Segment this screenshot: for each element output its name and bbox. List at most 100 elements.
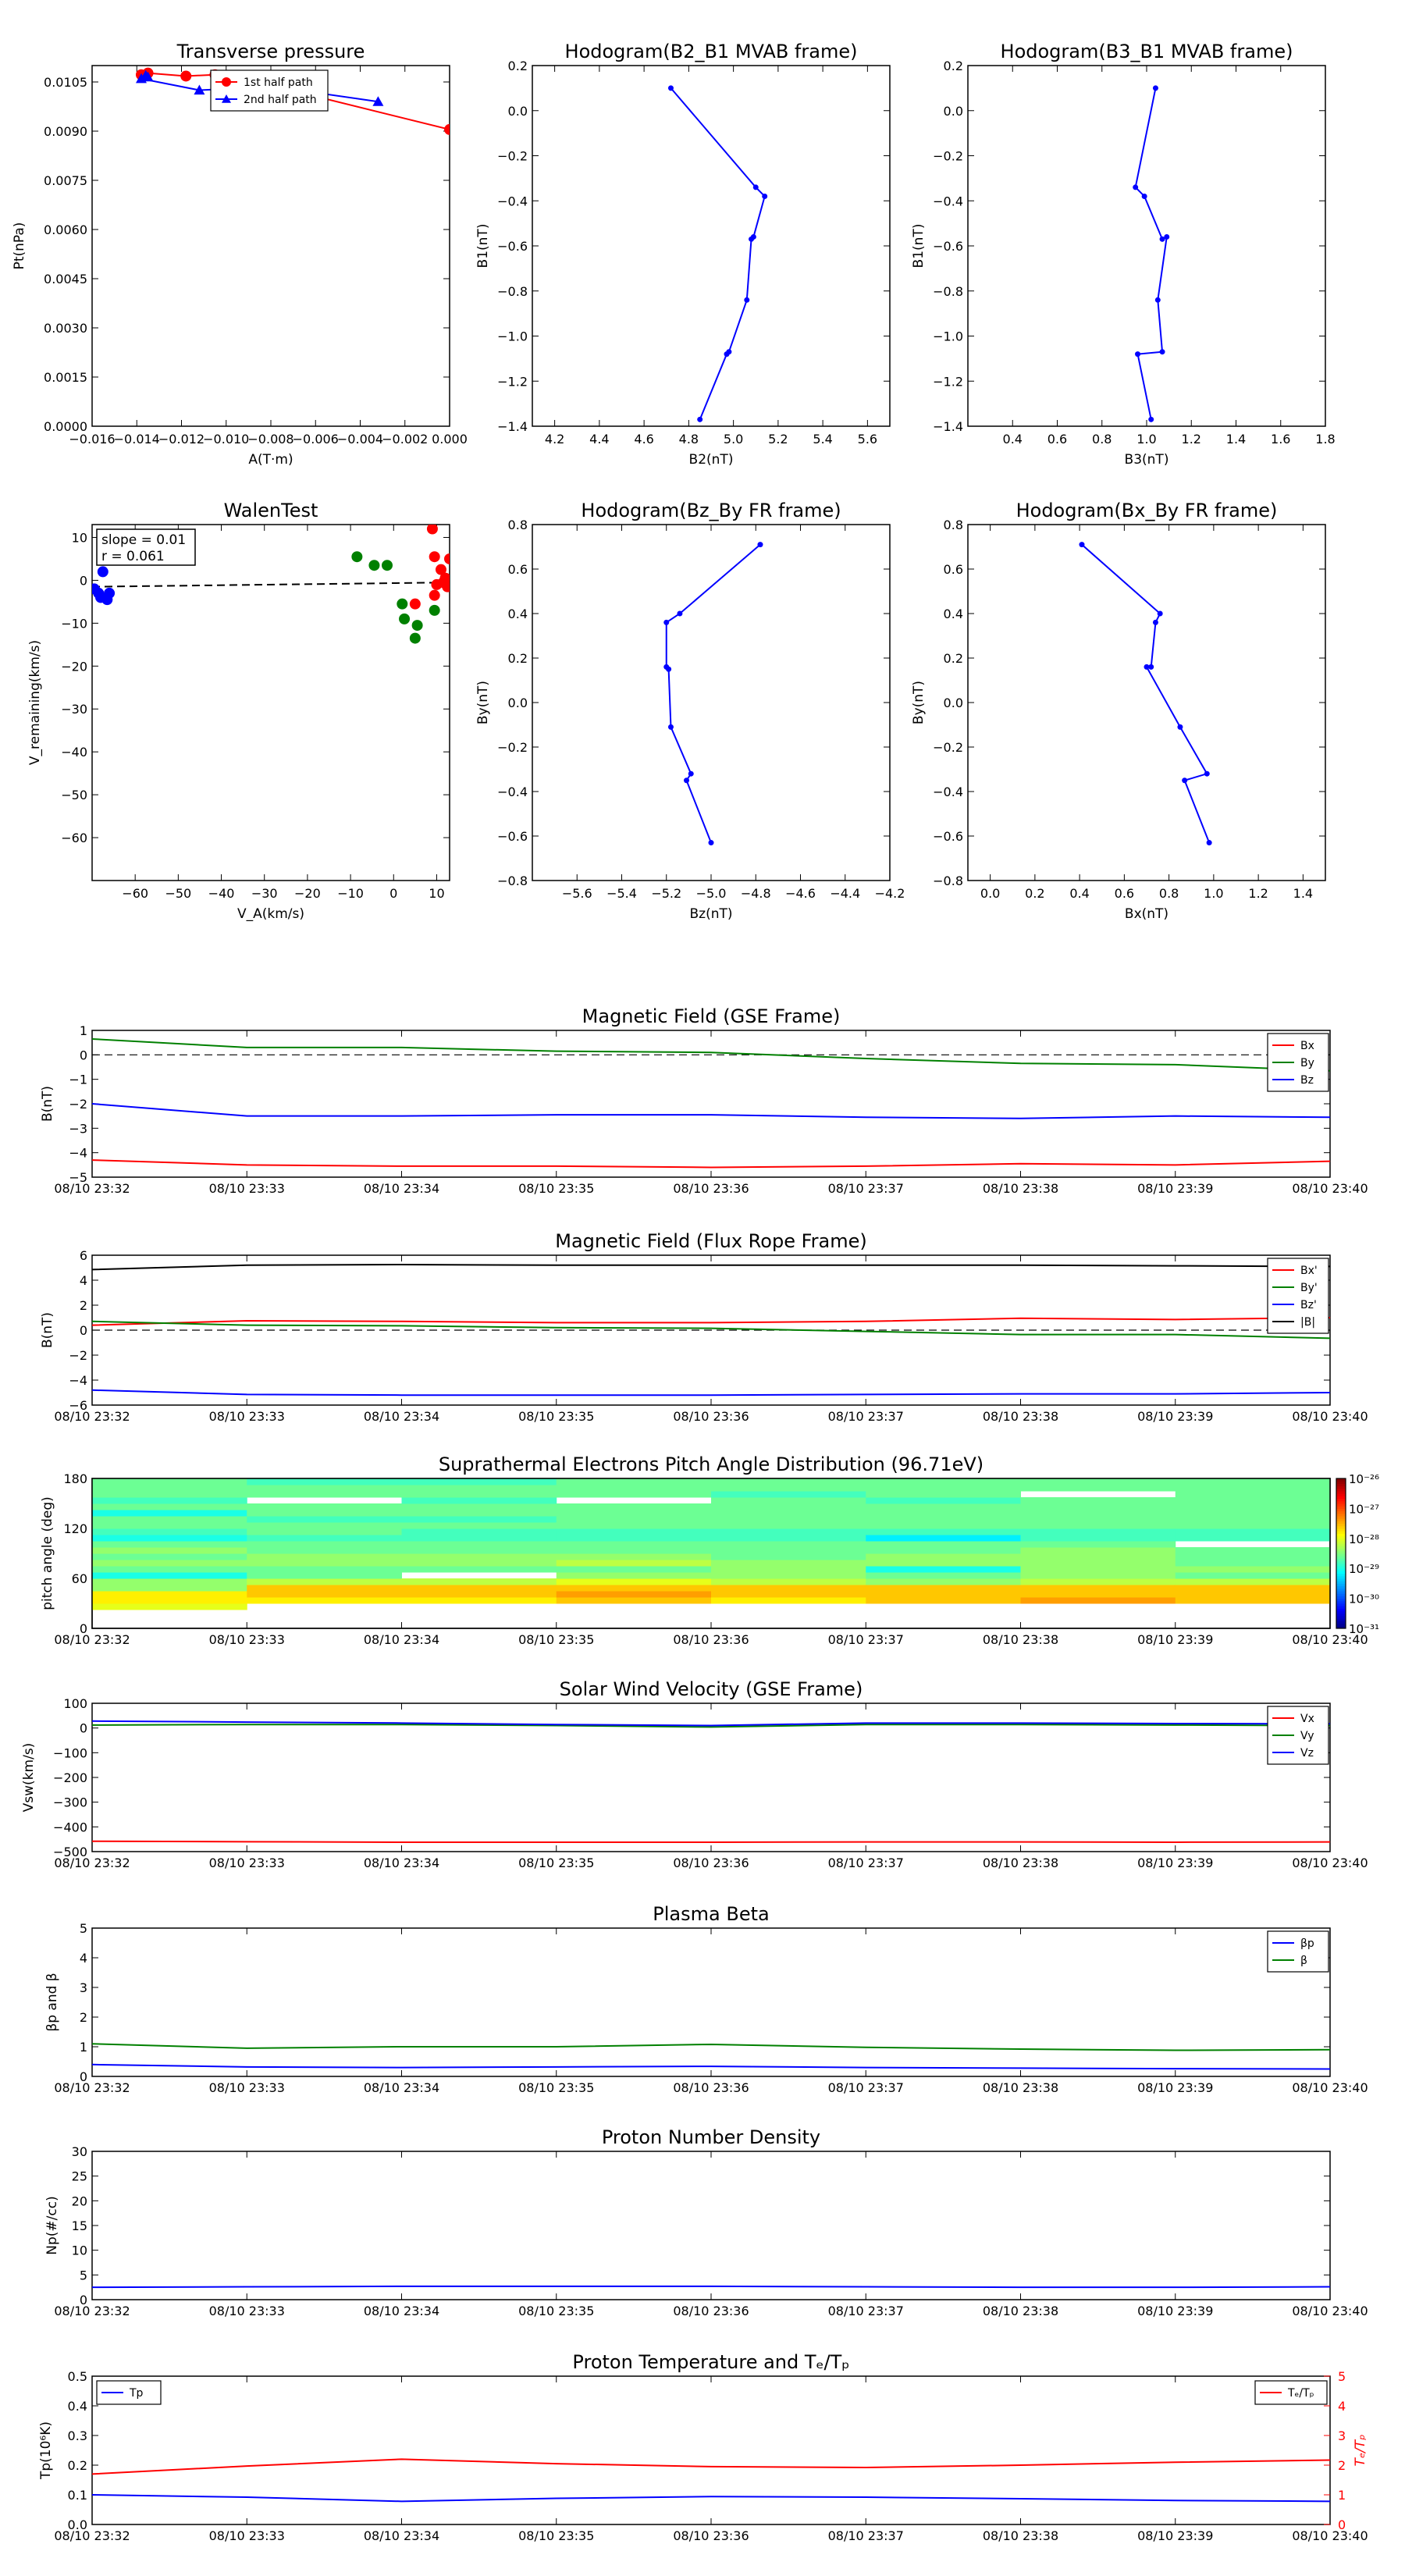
y-tick-label: −500 bbox=[53, 1845, 87, 1859]
heat-cell bbox=[247, 1572, 402, 1579]
y-axis-label: βp and β bbox=[44, 1973, 60, 2031]
series-line bbox=[91, 1263, 1331, 1271]
x-axis-label: B3(nT) bbox=[1125, 452, 1169, 468]
heat-cell bbox=[92, 1510, 247, 1517]
y-tick-label: −1.2 bbox=[933, 374, 963, 389]
x-tick-label: 1.0 bbox=[1136, 432, 1156, 447]
heat-cell bbox=[1020, 1485, 1176, 1492]
x-tick-label: −5.2 bbox=[651, 886, 681, 901]
x-tick-label: 1.2 bbox=[1248, 886, 1268, 901]
chart-hodogram_bz_by: Hodogram(Bz_By FR frame) −5.6 −5.4 −5.2 −5.0… bbox=[475, 500, 905, 922]
heat-cell bbox=[92, 1541, 247, 1548]
x-tick-label: −0.006 bbox=[293, 432, 339, 447]
colorbar-cell bbox=[1336, 1588, 1346, 1592]
y-axis-label: By(nT) bbox=[911, 681, 927, 724]
x-tick-label: 08/10 23:38 bbox=[983, 2304, 1058, 2318]
heat-cell bbox=[247, 1541, 402, 1548]
colorbar-cell bbox=[1336, 1591, 1346, 1594]
x-tick-label: 08/10 23:36 bbox=[673, 2080, 749, 2095]
x-tick-label: 08/10 23:39 bbox=[1137, 1856, 1213, 1870]
y-tick-label: 0.0090 bbox=[44, 124, 87, 139]
plot-area bbox=[667, 85, 768, 422]
heat-cell bbox=[866, 1478, 1021, 1485]
y-tick-label: 20 bbox=[72, 2194, 87, 2208]
x-tick-label: 08/10 23:32 bbox=[54, 2080, 130, 2095]
colorbar-cell bbox=[1336, 1496, 1346, 1500]
data-point bbox=[724, 351, 730, 358]
heat-cell bbox=[247, 1578, 402, 1585]
y-tick-label: −100 bbox=[53, 1745, 87, 1760]
x-tick-label: 08/10 23:35 bbox=[518, 2080, 594, 2095]
plot-frame bbox=[91, 2151, 1331, 2300]
y-tick-label: 4 bbox=[80, 1273, 87, 1288]
legend-label: By bbox=[1300, 1057, 1314, 1069]
x-tick-label: 08/10 23:35 bbox=[518, 1181, 594, 1196]
heat-cell bbox=[556, 1541, 712, 1548]
data-point bbox=[1157, 610, 1163, 617]
y-tick-label: −50 bbox=[61, 788, 87, 802]
x-tick-label: 5.0 bbox=[724, 432, 743, 447]
heat-cell bbox=[1175, 1491, 1331, 1498]
colorbar-cell bbox=[1336, 1488, 1346, 1492]
x-tick-label: 08/10 23:35 bbox=[518, 1409, 594, 1424]
y-tick-label: 0.0 bbox=[944, 104, 963, 119]
data-point bbox=[444, 123, 450, 135]
y-tick-label: 5 bbox=[80, 2268, 87, 2282]
colorbar-cell bbox=[1336, 1493, 1346, 1496]
heat-cell bbox=[401, 1578, 557, 1585]
y-tick-label: −10 bbox=[61, 616, 87, 631]
heat-cell bbox=[1020, 1572, 1176, 1579]
colorbar-cell bbox=[1336, 1485, 1346, 1489]
colorbar-cell bbox=[1336, 1523, 1346, 1527]
chart-proton_density: Proton Number Density 08/10 23:32 08/10 23… bbox=[44, 2126, 1368, 2318]
colorbar-cell bbox=[1336, 1598, 1346, 1602]
legend-label: Vx bbox=[1300, 1713, 1314, 1725]
chart-title: Solar Wind Velocity (GSE Frame) bbox=[560, 1678, 863, 1700]
x-tick-label: 5.6 bbox=[858, 432, 877, 447]
y-tick-label: 0.0045 bbox=[44, 272, 87, 286]
legend-label: Bz' bbox=[1300, 1299, 1317, 1311]
legend-box bbox=[1267, 1930, 1329, 1973]
heat-cell bbox=[1175, 1485, 1331, 1492]
heat-cell bbox=[92, 1535, 247, 1542]
data-point bbox=[135, 73, 147, 84]
colorbar-cell bbox=[1336, 1548, 1346, 1552]
x-tick-label: 1.6 bbox=[1271, 432, 1290, 447]
x-tick-label: 0.4 bbox=[1003, 432, 1023, 447]
colorbar-cell bbox=[1336, 1596, 1346, 1599]
heat-cell bbox=[247, 1510, 402, 1517]
y-tick-label: 120 bbox=[63, 1521, 87, 1536]
heat-cell bbox=[866, 1522, 1021, 1529]
colorbar-cell bbox=[1336, 1575, 1346, 1579]
plot-frame bbox=[91, 65, 450, 427]
y-tick-label: 0 bbox=[80, 1721, 87, 1736]
y-tick-label: 0.2 bbox=[944, 651, 963, 666]
heat-cell bbox=[401, 1516, 557, 1523]
x-tick-label: 5.4 bbox=[813, 432, 832, 447]
heat-cell bbox=[711, 1560, 866, 1567]
y-tick-label: 0 bbox=[80, 2069, 87, 2084]
x-tick-label: 08/10 23:39 bbox=[1137, 2080, 1213, 2095]
x-tick-label: −20 bbox=[294, 886, 321, 901]
y-tick-label: −0.6 bbox=[933, 239, 963, 254]
data-point bbox=[399, 613, 411, 624]
x-axis-label: A(T·m) bbox=[248, 452, 293, 468]
y-tick-label: −0.8 bbox=[933, 284, 963, 299]
y-tick-label: −0.8 bbox=[497, 873, 528, 888]
data-point bbox=[429, 551, 440, 563]
y-tick-label: 0.0030 bbox=[44, 321, 87, 336]
y-tick-label: −300 bbox=[53, 1795, 87, 1810]
y-tick-label: −40 bbox=[61, 745, 87, 760]
heat-cell bbox=[1175, 1503, 1331, 1510]
x-tick-label: 08/10 23:40 bbox=[1292, 2528, 1368, 2543]
heat-cell bbox=[556, 1560, 712, 1567]
heat-cell bbox=[866, 1591, 1021, 1598]
data-point bbox=[744, 297, 750, 303]
y-tick-label: 6 bbox=[80, 1248, 87, 1263]
annotation-text: r = 0.061 bbox=[101, 549, 165, 564]
colorbar-cell bbox=[1336, 1510, 1346, 1514]
plot-frame bbox=[91, 1478, 1331, 1629]
heat-cell bbox=[711, 1578, 866, 1585]
heat-cell bbox=[1020, 1597, 1176, 1604]
data-point bbox=[97, 566, 108, 578]
